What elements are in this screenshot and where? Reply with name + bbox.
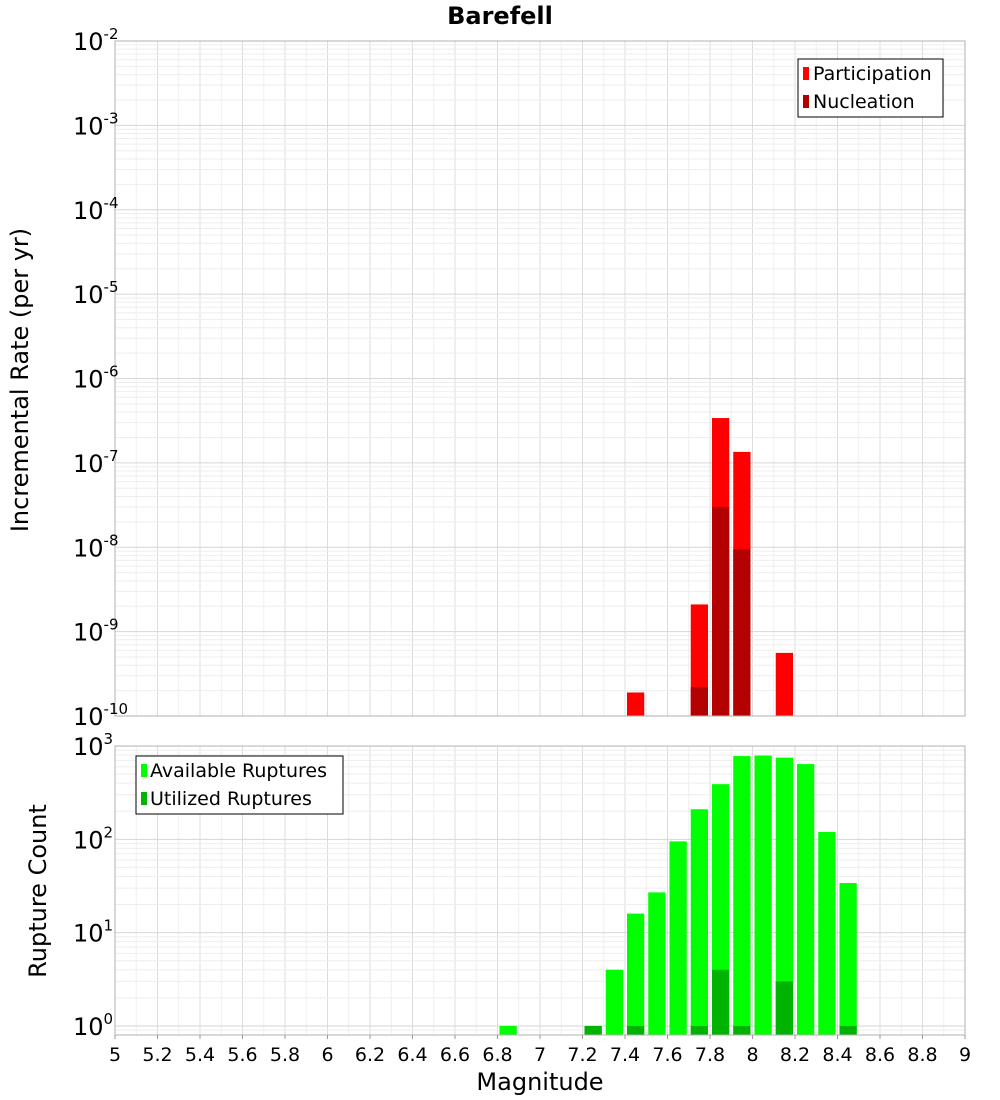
bar-available-ruptures <box>818 831 836 1035</box>
x-tick-label: 7 <box>534 1044 546 1066</box>
y-tick-label: 101 <box>73 917 113 948</box>
x-tick-label: 6 <box>321 1044 333 1066</box>
bar-available-ruptures <box>775 757 793 1035</box>
x-tick-label: 6.6 <box>440 1044 470 1066</box>
legend-swatch-utilized <box>141 792 147 805</box>
x-axis-label: Magnitude <box>476 1068 603 1096</box>
bar-utilized-ruptures <box>584 1025 602 1035</box>
x-tick-label: 5.6 <box>227 1044 257 1066</box>
y-tick-label: 10-8 <box>73 531 119 562</box>
x-tick-label: 5.2 <box>142 1044 172 1066</box>
legend-label-participation: Participation <box>813 63 932 85</box>
x-tick-label: 5.8 <box>270 1044 300 1066</box>
chart-title: Barefell <box>447 2 553 30</box>
bar-utilized-ruptures <box>712 969 730 1035</box>
x-tick-label: 8.8 <box>907 1044 937 1066</box>
y-tick-label: 100 <box>73 1010 113 1041</box>
legend: Available Ruptures Utilized Ruptures <box>135 755 344 815</box>
bar-available-ruptures <box>627 913 645 1035</box>
y-tick-label: 102 <box>73 823 113 854</box>
bar-utilized-ruptures <box>775 981 793 1035</box>
y-tick-label: 10-9 <box>73 616 119 647</box>
bar-utilized-ruptures <box>690 1025 708 1035</box>
y-tick-label: 10-10 <box>73 700 128 731</box>
legend-swatch-nucleation <box>803 95 809 108</box>
x-tick-label: 8 <box>746 1044 758 1066</box>
legend-label-nucleation: Nucleation <box>813 91 915 113</box>
grid-lines <box>114 40 966 717</box>
x-tick-label: 7.8 <box>695 1044 725 1066</box>
y-axis-label: Incremental Rate (per yr) <box>6 228 34 532</box>
bar-available-ruptures <box>648 892 666 1035</box>
bars <box>499 755 857 1035</box>
x-tick-label: 8.4 <box>822 1044 852 1066</box>
x-tick-label: 7.4 <box>610 1044 640 1066</box>
y-tick-label: 10-2 <box>73 25 119 56</box>
legend: Participation Nucleation <box>797 58 944 118</box>
bar-utilized-ruptures <box>839 1025 857 1035</box>
x-tick-label: 6.4 <box>397 1044 427 1066</box>
legend-frame <box>135 755 344 815</box>
legend-label-utilized: Utilized Ruptures <box>150 788 312 810</box>
bars <box>627 418 793 716</box>
bar-participation <box>775 652 793 716</box>
bar-available-ruptures <box>839 883 857 1035</box>
x-tick-label: 6.8 <box>482 1044 512 1066</box>
y-tick-labels: 100 101 102 103 <box>73 730 113 1041</box>
x-tick-label: 7.6 <box>652 1044 682 1066</box>
y-tick-label: 10-6 <box>73 363 119 394</box>
x-tick-label: 9 <box>959 1044 971 1066</box>
plot-frame <box>114 40 966 717</box>
bar-utilized-ruptures <box>733 1025 751 1035</box>
x-tick-label: 8.2 <box>780 1044 810 1066</box>
bar-available-ruptures <box>754 755 772 1035</box>
legend-label-available: Available Ruptures <box>150 760 327 782</box>
y-tick-label: 103 <box>73 730 113 761</box>
y-tick-label: 10-5 <box>73 278 119 309</box>
y-tick-label: 10-3 <box>73 109 119 140</box>
bar-utilized-ruptures <box>627 1025 645 1035</box>
legend-swatch-participation <box>803 67 809 80</box>
x-tick-label: 5.4 <box>185 1044 215 1066</box>
rupture-count-panel: 100 101 102 103 Rupture Count Available Rup… <box>24 730 971 1096</box>
bar-nucleation <box>733 549 751 716</box>
x-tick-label: 5 <box>109 1044 121 1066</box>
legend-swatch-available <box>141 764 147 777</box>
x-tick-label: 8.6 <box>865 1044 895 1066</box>
y-axis-label: Rupture Count <box>24 804 52 978</box>
bar-nucleation <box>712 506 730 716</box>
bar-available-ruptures <box>669 841 687 1035</box>
bar-nucleation <box>690 687 708 716</box>
x-tick-label: 7.2 <box>567 1044 597 1066</box>
bar-available-ruptures <box>733 756 751 1035</box>
bar-available-ruptures <box>605 969 623 1035</box>
incremental-rate-panel: 10-10 10-9 10-8 10-7 10-6 10-5 10-4 10-3 10-2 In… <box>6 25 966 731</box>
y-tick-label: 10-4 <box>73 194 119 225</box>
y-tick-label: 10-7 <box>73 447 119 478</box>
bar-available-ruptures <box>499 1025 517 1035</box>
legend-frame <box>797 58 944 118</box>
bar-available-ruptures <box>690 809 708 1035</box>
x-tick-label: 6.2 <box>355 1044 385 1066</box>
bar-available-ruptures <box>797 764 815 1035</box>
x-tick-labels: 5 5.2 5.4 5.6 5.8 6 6.2 6.4 6.6 6.8 7 7.2 7.4 7.6 7.8 8… <box>109 1035 971 1066</box>
bar-participation <box>627 692 645 716</box>
